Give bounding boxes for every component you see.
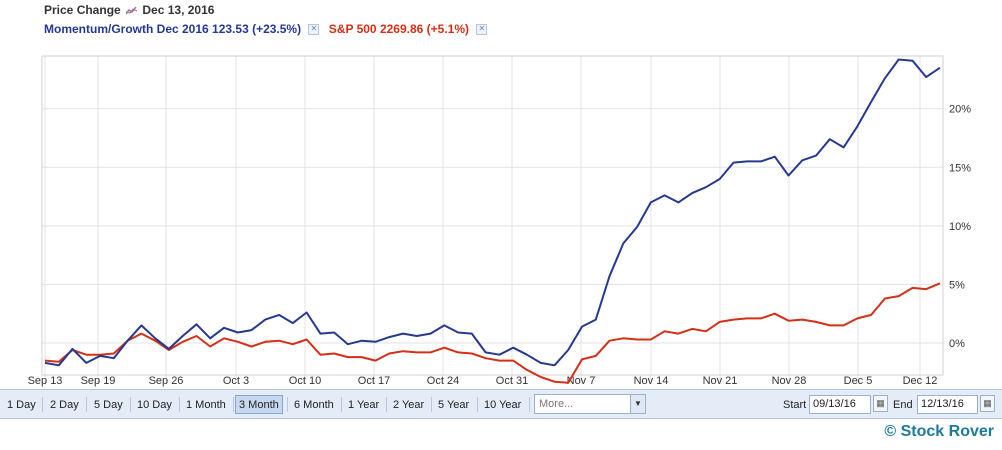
y-axis-ticks: 0% 5% 10% 15% 20% xyxy=(949,104,971,350)
x-tick-label: Dec 5 xyxy=(844,375,873,387)
end-date-label: End xyxy=(893,399,913,411)
range-button-10-day[interactable]: 10 Day xyxy=(137,399,172,411)
end-date-input[interactable]: 12/13/16 xyxy=(917,395,978,414)
x-tick-label: Nov 21 xyxy=(703,375,738,387)
x-tick-label: Sep 26 xyxy=(149,375,184,387)
start-date-label: Start xyxy=(783,399,807,411)
range-button-2-day[interactable]: 2 Day xyxy=(50,399,79,411)
x-tick-label: Nov 7 xyxy=(567,375,596,387)
x-tick-label: Sep 19 xyxy=(81,375,116,387)
range-button-10-year[interactable]: 10 Year xyxy=(484,399,522,411)
price-change-chart: Sep 13 Sep 19 Sep 26 Oct 3 Oct 10 Oct 17 Oct 2… xyxy=(28,55,971,387)
toolbar-divider xyxy=(287,397,288,412)
start-date-input[interactable]: 09/13/16 xyxy=(809,395,871,414)
chart-title: Price Change xyxy=(44,3,121,17)
x-tick-label: Oct 3 xyxy=(223,375,249,387)
toolbar-divider xyxy=(431,397,432,412)
x-tick-label: Oct 10 xyxy=(289,375,321,387)
toolbar-divider xyxy=(386,397,387,412)
x-tick-label: Oct 31 xyxy=(496,375,528,387)
y-tick-label: 20% xyxy=(949,104,971,116)
chart-date: Dec 13, 2016 xyxy=(142,3,215,17)
toolbar-divider xyxy=(179,397,180,412)
y-tick-label: 15% xyxy=(949,162,971,174)
x-tick-label: Nov 14 xyxy=(634,375,669,387)
range-button-1-month[interactable]: 1 Month xyxy=(186,399,226,411)
y-tick-label: 10% xyxy=(949,221,971,233)
legend-label-momentum: Momentum/Growth Dec 2016 123.53 (+23.5%) xyxy=(44,22,302,36)
y-tick-label: 5% xyxy=(949,279,965,291)
remove-series-icon[interactable]: ✕ xyxy=(308,24,320,36)
legend-label-sp500: S&P 500 2269.86 (+5.1%) xyxy=(328,22,470,36)
calendar-icon[interactable]: ▦ xyxy=(980,395,995,412)
chart-legend: Momentum/Growth Dec 2016 123.53 (+23.5%)… xyxy=(44,20,493,38)
x-tick-label: Sep 13 xyxy=(28,375,63,387)
chevron-down-icon[interactable]: ▼ xyxy=(630,395,645,413)
legend-item-momentum: Momentum/Growth Dec 2016 123.53 (+23.5%)… xyxy=(44,20,320,38)
range-button-5-year[interactable]: 5 Year xyxy=(438,399,470,411)
chart-header: Price Change Dec 13, 2016 Momentum/Growt… xyxy=(44,2,493,38)
toolbar-divider xyxy=(529,397,530,412)
more-ranges-select[interactable]: More... ▼ xyxy=(534,394,646,414)
plot-frame xyxy=(41,55,944,376)
x-tick-label: Oct 24 xyxy=(427,375,459,387)
toolbar-divider xyxy=(341,397,342,412)
range-button-1-year[interactable]: 1 Year xyxy=(348,399,380,411)
range-button-5-day[interactable]: 5 Day xyxy=(94,399,123,411)
chart-title-row: Price Change Dec 13, 2016 xyxy=(44,2,493,18)
x-tick-label: Nov 28 xyxy=(772,375,807,387)
legend-item-sp500: S&P 500 2269.86 (+5.1%) ✕ xyxy=(329,20,488,38)
time-range-toolbar: 1 Day 2 Day 5 Day 10 Day 1 Month 3 Month… xyxy=(0,389,1002,419)
remove-series-icon[interactable]: ✕ xyxy=(476,24,488,36)
y-tick-label: 0% xyxy=(949,338,965,350)
toolbar-divider xyxy=(477,397,478,412)
range-button-2-year[interactable]: 2 Year xyxy=(393,399,425,411)
chart-series-lines xyxy=(44,58,941,384)
range-button-1-day[interactable]: 1 Day xyxy=(7,399,36,411)
toolbar-divider xyxy=(233,397,234,412)
calendar-icon[interactable]: ▦ xyxy=(873,395,888,412)
x-tick-label: Oct 17 xyxy=(358,375,390,387)
series-line-momentum-growth xyxy=(44,58,941,367)
more-ranges-placeholder: More... xyxy=(539,398,574,410)
toolbar-divider xyxy=(42,397,43,412)
series-line-s-p-500 xyxy=(44,282,941,384)
x-axis-ticks: Sep 13 Sep 19 Sep 26 Oct 3 Oct 10 Oct 17 Oct 2… xyxy=(28,375,938,387)
range-button-6-month[interactable]: 6 Month xyxy=(294,399,334,411)
chart-grid xyxy=(41,55,944,384)
copyright-logo: © Stock Rover xyxy=(884,423,994,440)
toolbar-divider xyxy=(86,397,87,412)
chart-type-icon[interactable] xyxy=(126,6,138,15)
toolbar-divider xyxy=(130,397,131,412)
range-button-3-month[interactable]: 3 Month xyxy=(235,395,283,414)
x-tick-label: Dec 12 xyxy=(903,375,938,387)
